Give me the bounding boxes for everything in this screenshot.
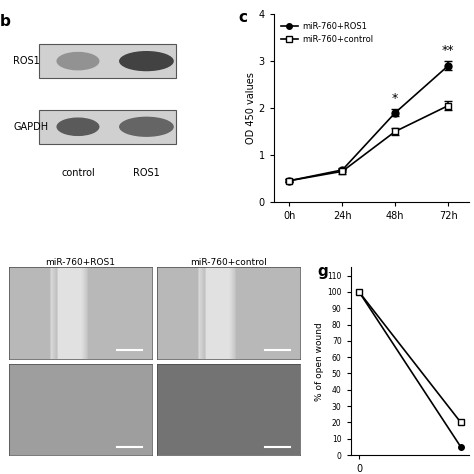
Text: c: c: [238, 10, 247, 26]
Text: control: control: [61, 168, 95, 178]
Text: GAPDH: GAPDH: [13, 122, 48, 132]
Text: *: *: [392, 92, 398, 105]
Title: miR-760+control: miR-760+control: [190, 258, 267, 267]
Y-axis label: OD 450 values: OD 450 values: [246, 72, 255, 144]
Ellipse shape: [119, 51, 174, 71]
Text: b: b: [0, 14, 10, 29]
FancyBboxPatch shape: [39, 44, 176, 78]
Text: **: **: [442, 45, 455, 57]
Text: ROS1: ROS1: [13, 56, 40, 66]
FancyBboxPatch shape: [39, 110, 176, 144]
Text: ROS1: ROS1: [133, 168, 160, 178]
Ellipse shape: [56, 118, 100, 136]
Text: g: g: [318, 264, 328, 279]
Legend: miR-760+ROS1, miR-760+control: miR-760+ROS1, miR-760+control: [278, 18, 376, 47]
Ellipse shape: [119, 117, 174, 137]
Y-axis label: % of open wound: % of open wound: [315, 322, 324, 401]
Ellipse shape: [56, 52, 100, 71]
Title: miR-760+ROS1: miR-760+ROS1: [46, 258, 116, 267]
